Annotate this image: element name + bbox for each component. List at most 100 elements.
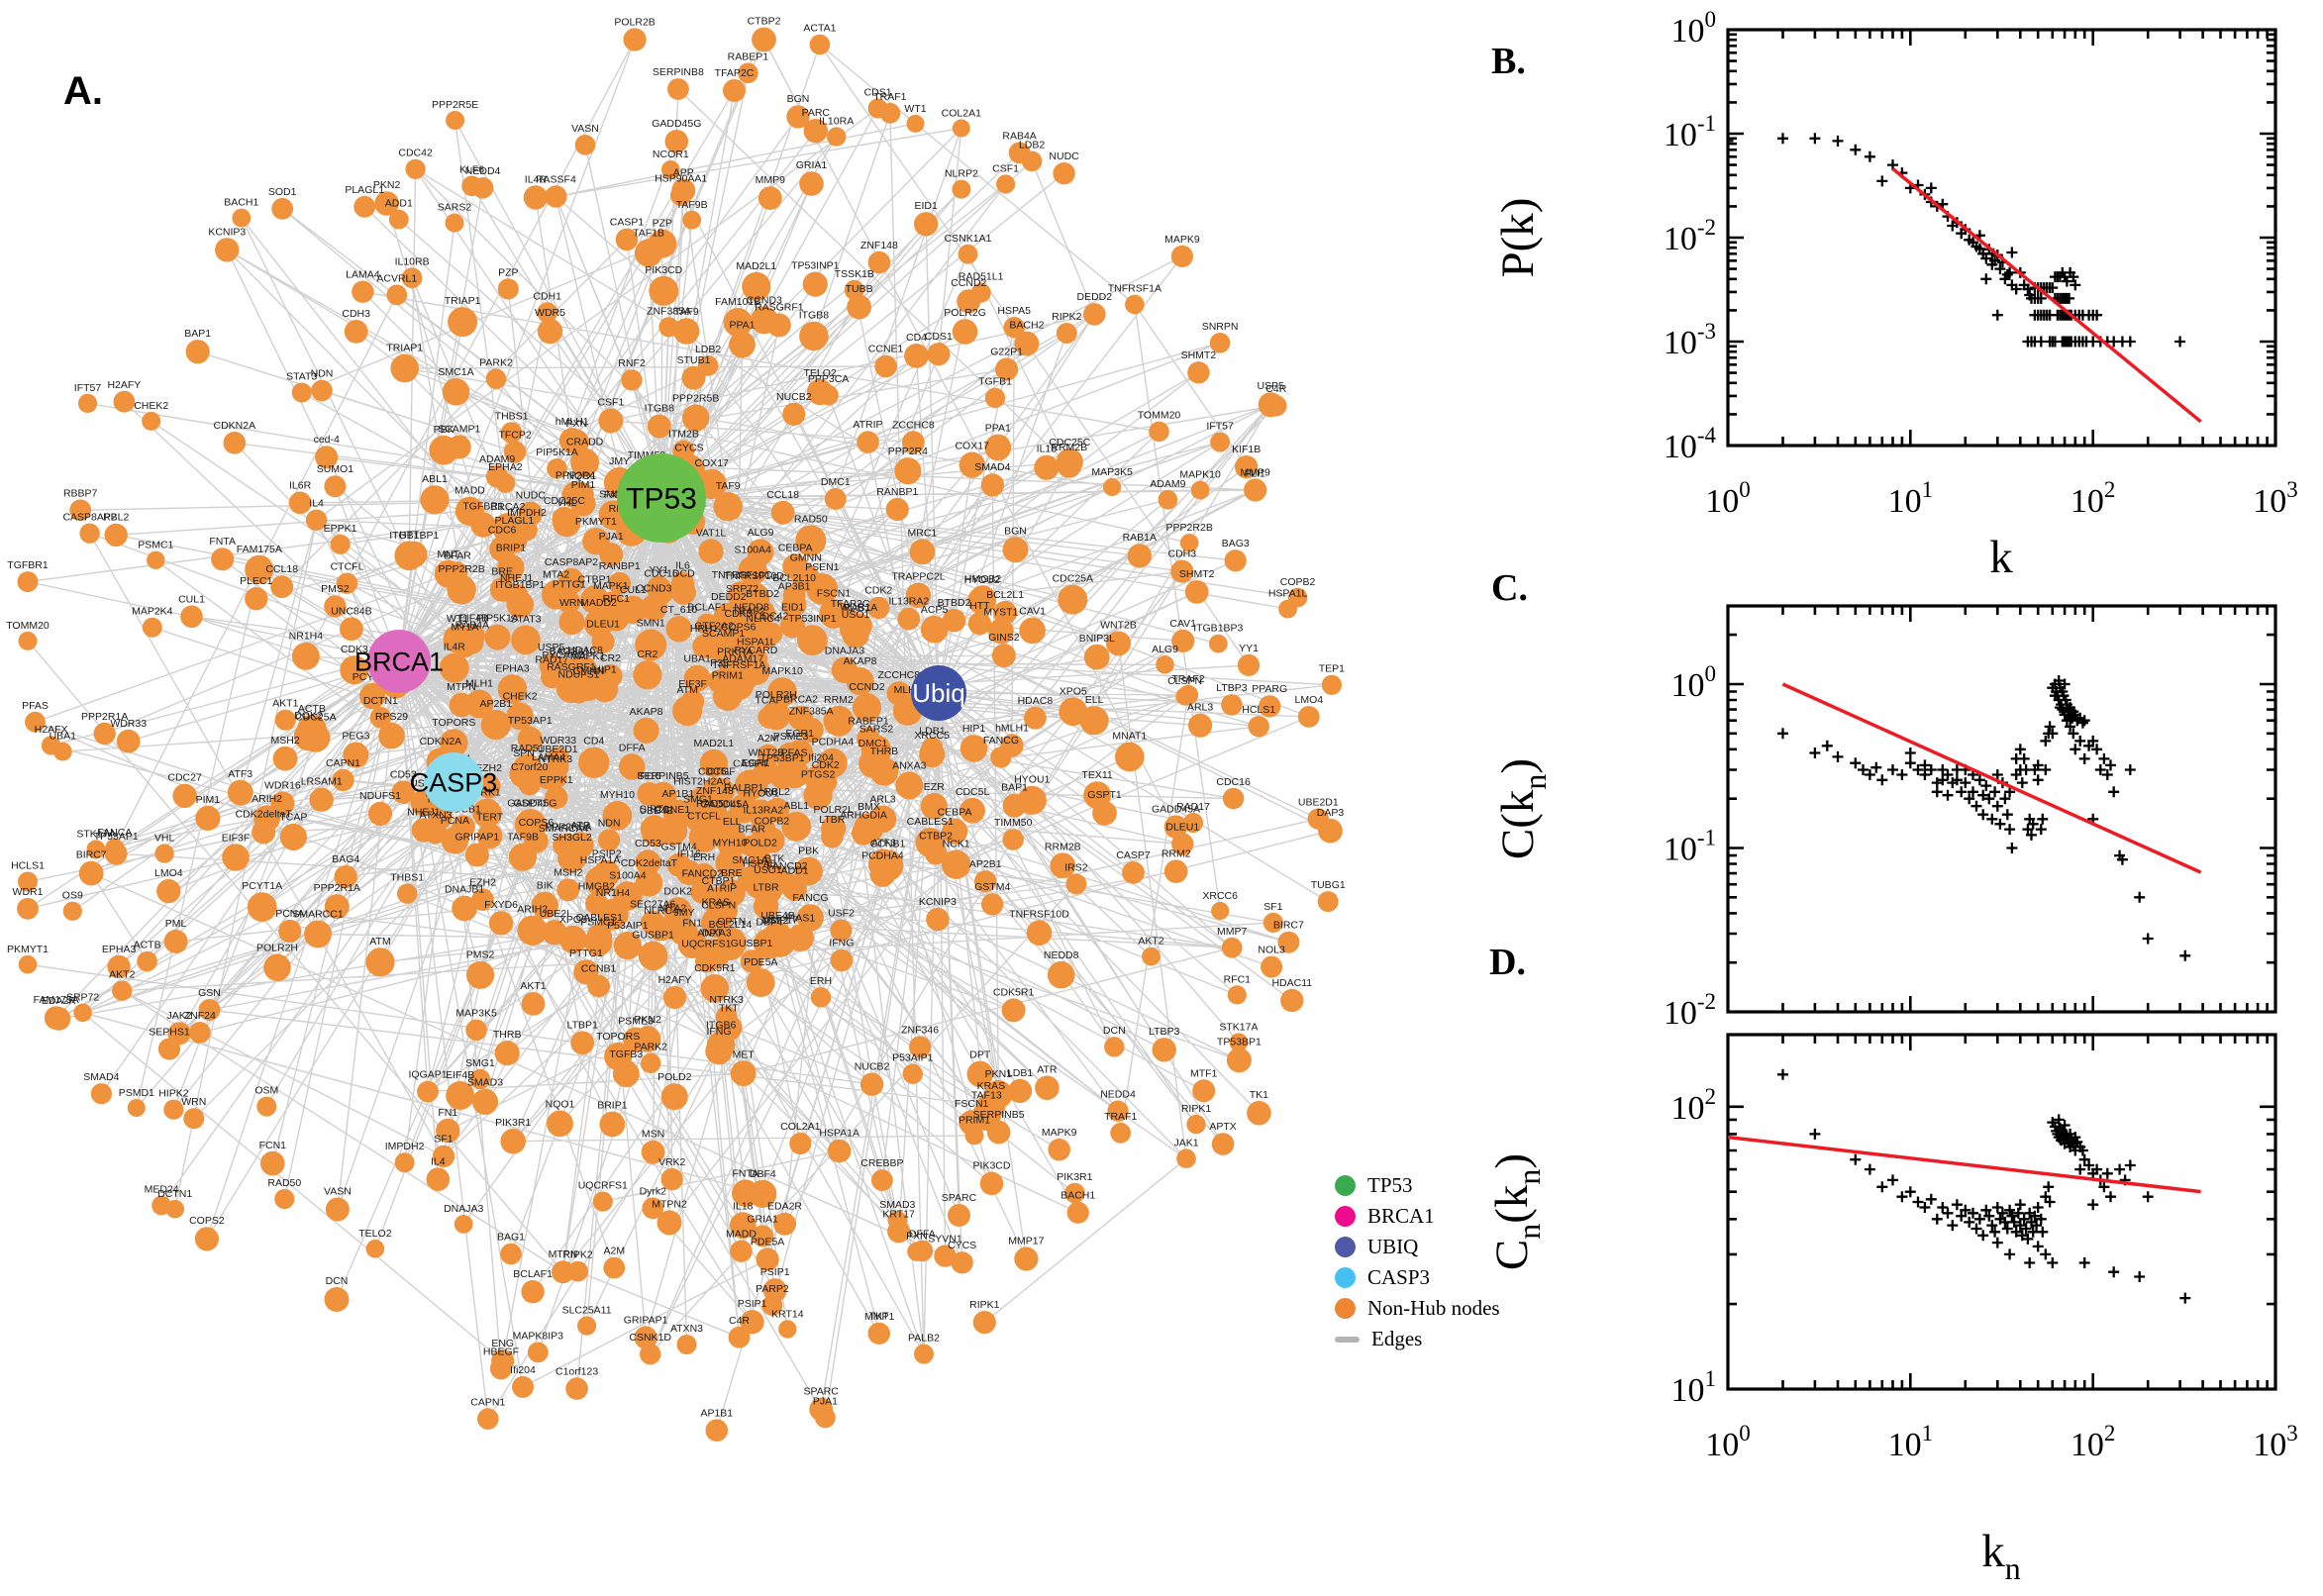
gene-label: PPP2R4: [888, 446, 928, 457]
gene-label: SH3GL2: [552, 832, 591, 844]
gene-label: HSP90AA1: [655, 173, 707, 185]
gene-label: SUMO1: [317, 463, 354, 475]
non-hub-node: [1024, 706, 1047, 730]
non-hub-node: [497, 674, 528, 704]
gene-label: KCNIP3: [919, 896, 957, 908]
non-hub-node: [740, 1310, 764, 1335]
non-hub-node: [952, 319, 978, 345]
gene-label: MMP7: [1217, 926, 1247, 938]
gene-label: MAP2K4: [132, 606, 173, 618]
non-hub-node: [966, 1060, 994, 1088]
non-hub-node: [154, 844, 174, 863]
gene-label: RASGRF1: [755, 302, 804, 314]
non-hub-node: [553, 834, 575, 856]
non-hub-node: [1259, 695, 1281, 718]
hub-node-ubiq: [911, 665, 966, 721]
non-hub-node: [1262, 912, 1283, 934]
non-hub-node: [165, 1199, 184, 1219]
non-hub-node: [738, 62, 758, 84]
gene-label: PIM1: [196, 794, 221, 806]
non-hub-node: [18, 954, 38, 974]
non-hub-node: [104, 842, 128, 865]
non-hub-node: [1019, 617, 1046, 645]
gene-label: NEDD4: [465, 165, 501, 177]
non-hub-node: [447, 561, 468, 583]
non-hub-node: [577, 1316, 597, 1336]
non-hub-node: [798, 717, 824, 743]
non-hub-node: [603, 1256, 626, 1279]
gene-label: ATRIP: [853, 419, 882, 431]
non-hub-node: [619, 753, 646, 780]
non-hub-node: [699, 748, 729, 778]
non-hub-node: [137, 950, 157, 972]
non-hub-node: [476, 823, 503, 849]
non-hub-node: [920, 792, 948, 820]
gene-label: ELL: [1085, 694, 1104, 706]
non-hub-node: [795, 525, 827, 556]
non-hub-node: [964, 1126, 984, 1146]
non-hub-node: [759, 622, 783, 646]
gene-label: MAP3K5: [455, 1008, 497, 1020]
gene-label: PKMYT1: [575, 516, 617, 528]
gene-label: MTA2: [543, 568, 569, 580]
gene-label: IFT57: [1206, 421, 1234, 433]
gene-label: PRIM1: [959, 1114, 990, 1126]
gene-label: FN1: [438, 1107, 457, 1119]
gene-label: DAP3: [1317, 807, 1345, 819]
gene-label: COL2A1: [942, 107, 981, 119]
non-hub-node: [860, 735, 892, 765]
gene-label: XPO5: [559, 914, 587, 926]
non-hub-node: [278, 919, 302, 944]
non-hub-node: [223, 432, 247, 454]
gene-label: AKT2: [109, 969, 135, 981]
non-hub-node: [698, 539, 724, 564]
non-hub-node: [660, 1167, 683, 1191]
hub-label-casp3: CASP3: [410, 767, 498, 797]
non-hub-node: [544, 765, 567, 789]
non-hub-node: [1211, 1133, 1235, 1155]
gene-label: FSCN1: [817, 587, 852, 599]
non-hub-node: [1092, 800, 1117, 826]
tick-label: 10-1: [1664, 111, 1716, 153]
edge-line-icon: [1335, 1336, 1360, 1343]
non-hub-node: [984, 387, 1006, 409]
gene-label: ALG9: [748, 527, 774, 539]
non-hub-node: [1280, 988, 1304, 1013]
gene-label: SCAMP1: [438, 424, 480, 436]
gene-label: GMNN: [790, 552, 822, 564]
gene-label: ATM: [369, 936, 390, 948]
network-node-labels: USF2 CDC6 COPS6 CCND2 CCNB1 CDK3 WDR33 POLR2H BT…: [6, 16, 1346, 1420]
gene-label: SF1: [434, 1134, 453, 1146]
non-hub-node: [1083, 303, 1106, 326]
non-hub-node: [972, 1311, 996, 1335]
gene-label: RANBP1: [599, 560, 641, 572]
gene-label: BACH2: [1009, 320, 1044, 332]
gene-label: MTPN2: [652, 1198, 687, 1210]
gene-label: SARS2: [438, 202, 472, 214]
non-hub-node: [17, 897, 39, 920]
non-hub-node: [665, 616, 692, 643]
gene-label: PKN2: [373, 179, 401, 191]
gene-label: PSME3: [773, 731, 809, 743]
gene-label: VASN: [571, 123, 599, 135]
non-hub-node: [686, 787, 718, 818]
hub-label-tp53: TP53: [626, 483, 697, 516]
gene-label: XRCC6: [1202, 890, 1238, 902]
gene-label: ACP5: [921, 604, 949, 616]
gene-label: TOPORS: [432, 717, 475, 729]
gene-label: RRM2B: [1051, 442, 1087, 453]
gene-label: KCNIP3: [208, 226, 246, 238]
gene-label: PYCARD: [735, 645, 778, 656]
non-hub-node: [1079, 706, 1109, 736]
non-hub-node: [1190, 480, 1210, 500]
gene-label: KRAS: [977, 1080, 1006, 1092]
gene-label: IL4: [309, 498, 324, 510]
non-hub-node: [762, 921, 793, 951]
non-hub-node: [194, 1227, 219, 1251]
non-hub-node: [332, 768, 354, 792]
legend-item-nonhub: Non-Hub nodes: [1335, 1293, 1500, 1324]
non-hub-node: [619, 595, 648, 625]
gene-label: PSIP1: [760, 1266, 790, 1278]
non-hub-node: [1066, 1201, 1089, 1224]
gene-label: RFC1: [603, 593, 631, 605]
